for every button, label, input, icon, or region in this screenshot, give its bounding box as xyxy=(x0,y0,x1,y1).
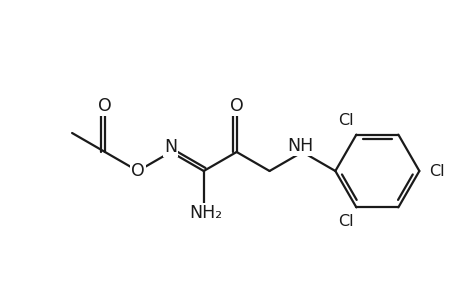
Text: O: O xyxy=(229,97,243,115)
Text: Cl: Cl xyxy=(429,164,444,178)
Text: O: O xyxy=(131,162,145,180)
Text: Cl: Cl xyxy=(338,214,353,229)
Text: N: N xyxy=(164,138,177,156)
Text: O: O xyxy=(98,97,112,115)
Text: Cl: Cl xyxy=(338,113,353,128)
Text: NH: NH xyxy=(287,137,313,155)
Text: NH₂: NH₂ xyxy=(189,204,222,222)
